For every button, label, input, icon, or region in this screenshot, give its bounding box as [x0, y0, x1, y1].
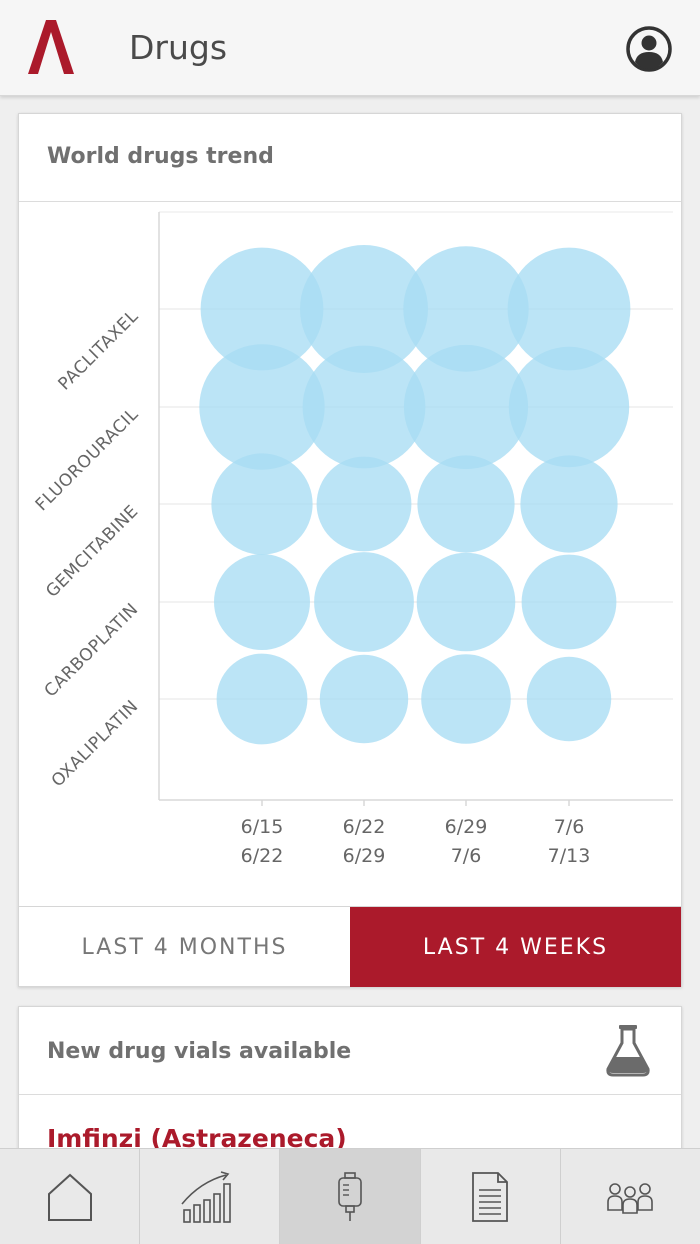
- people-icon: [607, 1182, 654, 1214]
- bubble: [520, 455, 618, 553]
- divider: [19, 1094, 681, 1095]
- x-tick-label: 6/22: [343, 816, 386, 838]
- x-tick-label: 7/6: [451, 845, 482, 867]
- tab-people[interactable]: [561, 1149, 700, 1244]
- bubble-chart: PACLITAXEL FLUOROURACILGEMCITABINECARBOPL…: [32, 211, 673, 867]
- document-icon: [472, 1171, 509, 1222]
- iv-bag-icon: [338, 1171, 362, 1221]
- bubble: [216, 653, 308, 745]
- app-header: Drugs: [0, 0, 700, 96]
- y-tick-label: OXALIPLATIN: [48, 696, 143, 791]
- range-last-4-months-button[interactable]: LAST 4 MONTHS: [81, 934, 288, 960]
- y-tick-label: FLUOROURACIL: [32, 404, 143, 515]
- bubble: [211, 453, 313, 555]
- bubble: [416, 552, 516, 652]
- bubble: [199, 344, 325, 470]
- user-circle-icon[interactable]: [624, 24, 674, 74]
- range-last-4-weeks-button[interactable]: LAST 4 WEEKS: [350, 907, 681, 987]
- bubble: [508, 346, 630, 468]
- x-tick-label: 6/15: [241, 816, 284, 838]
- bubble: [403, 344, 529, 470]
- logo-a-icon[interactable]: [24, 18, 78, 76]
- y-tick-label: PACLITAXEL: [55, 306, 143, 394]
- x-tick-label: 7/6: [554, 816, 585, 838]
- tab-home[interactable]: [0, 1149, 141, 1244]
- bubble: [403, 246, 529, 372]
- range-toggle: LAST 4 MONTHS LAST 4 WEEKS: [19, 906, 681, 987]
- vials-card-title: New drug vials available: [47, 1039, 352, 1064]
- bubble: [319, 654, 409, 744]
- bubble: [300, 245, 428, 373]
- bubble: [521, 554, 617, 650]
- x-tick-label: 7/13: [548, 845, 591, 867]
- page-title: Drugs: [129, 28, 228, 67]
- x-tick-label: 6/22: [241, 845, 284, 867]
- x-tick-label: 6/29: [343, 845, 386, 867]
- tab-documents[interactable]: [421, 1149, 561, 1244]
- flask-icon: [606, 1025, 650, 1077]
- tab-trends[interactable]: [140, 1149, 281, 1244]
- trend-card: World drugs trend PACLITAXEL FLUOROURACIL…: [18, 113, 682, 987]
- y-tick-label: CARBOPLATIN: [41, 599, 143, 701]
- bubble: [302, 345, 426, 469]
- bubble: [200, 247, 324, 371]
- x-tick-label: 6/29: [445, 816, 488, 838]
- divider: [19, 201, 681, 202]
- card-title: World drugs trend: [47, 144, 274, 169]
- bubble: [314, 552, 414, 652]
- bubble: [417, 455, 515, 553]
- y-tick-label: GEMCITABINE: [42, 501, 142, 601]
- bottom-tab-bar: [0, 1148, 700, 1244]
- bubble: [214, 554, 310, 650]
- tab-drugs[interactable]: [280, 1149, 421, 1244]
- bubble: [316, 456, 412, 552]
- home-icon: [47, 1173, 92, 1221]
- bubble: [526, 656, 612, 742]
- bubble: [507, 247, 631, 371]
- bar-chart-icon: [181, 1170, 231, 1223]
- bubble: [421, 654, 511, 744]
